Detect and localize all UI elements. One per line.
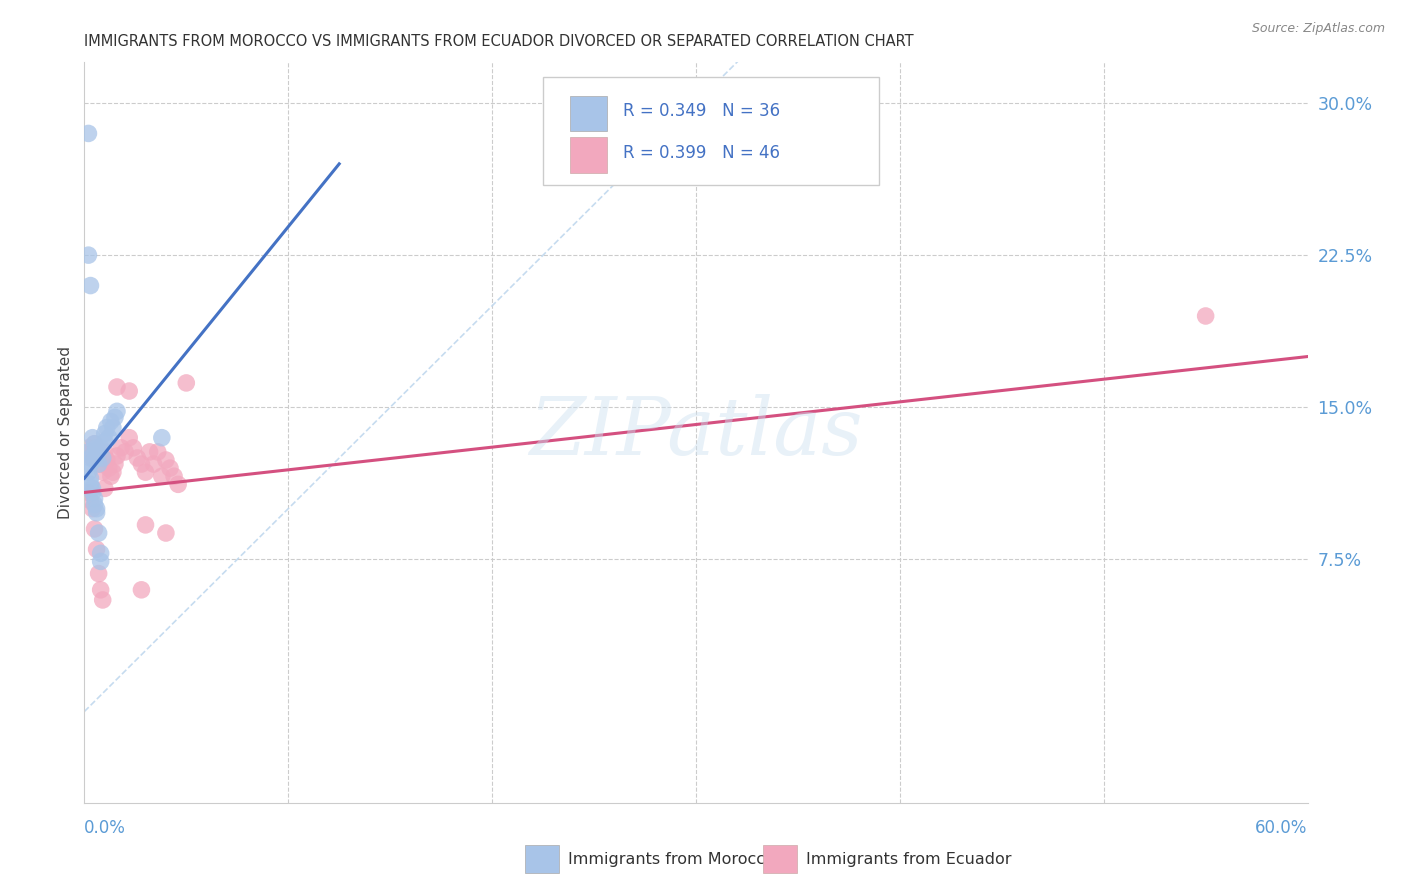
Point [96,420,118,434]
Point [90,546,112,560]
Point [86,501,108,516]
Text: ZIPatlas: ZIPatlas [529,394,863,471]
Point [77,127,100,141]
Point [83,445,105,459]
Point [127,450,149,465]
Point [79,457,101,471]
Point [135,465,157,479]
Point [87,566,110,581]
Point [87,457,110,471]
FancyBboxPatch shape [543,78,880,185]
Point [93,445,115,459]
Y-axis label: Divorced or Separated: Divorced or Separated [58,346,73,519]
Point [82,431,104,445]
Point [77,485,100,500]
Point [135,517,157,532]
Bar [569,95,606,131]
Point [118,431,141,445]
Point [83,498,105,512]
Point [174,376,197,390]
Point [86,441,108,455]
Point [122,441,145,455]
Point [83,437,105,451]
Point [131,582,153,597]
Point [155,526,177,541]
Point [101,465,124,479]
Point [77,445,100,459]
Bar [763,845,797,873]
Point [90,554,112,568]
Point [138,445,160,459]
Point [97,461,120,475]
Point [96,453,118,467]
Point [167,477,190,491]
Point [82,482,104,496]
Point [83,437,105,451]
Text: 60.0%: 60.0% [1256,819,1308,837]
Point [82,485,104,500]
Point [114,445,136,459]
Point [86,542,108,557]
Point [79,450,101,465]
Point [77,248,100,262]
Point [79,445,101,459]
Point [131,457,153,471]
Point [82,450,104,465]
Text: Immigrants from Ecuador: Immigrants from Ecuador [806,852,1011,866]
Point [101,420,124,434]
Point [83,453,105,467]
Point [79,471,101,485]
Text: IMMIGRANTS FROM MOROCCO VS IMMIGRANTS FROM ECUADOR DIVORCED OR SEPARATED CORRELA: IMMIGRANTS FROM MOROCCO VS IMMIGRANTS FR… [84,34,914,49]
Text: Source: ZipAtlas.com: Source: ZipAtlas.com [1251,22,1385,36]
Point [90,457,112,471]
Point [150,431,173,445]
Point [93,482,115,496]
Point [77,465,100,479]
Point [91,593,114,607]
Point [105,449,128,463]
Point [1195,309,1218,323]
Point [100,469,122,483]
Text: R = 0.349   N = 36: R = 0.349 N = 36 [623,102,780,120]
Point [87,526,110,541]
Point [82,501,104,516]
Point [79,493,101,508]
Point [146,445,169,459]
Point [86,449,108,463]
Point [142,457,165,471]
Point [110,441,132,455]
Point [91,465,114,479]
Point [104,457,127,471]
Point [155,453,177,467]
Point [105,404,128,418]
Point [79,278,101,293]
Point [118,384,141,398]
Point [83,522,105,536]
Point [100,414,122,428]
Point [93,426,115,441]
Text: R = 0.399   N = 46: R = 0.399 N = 46 [623,144,779,161]
Point [83,491,105,506]
Point [86,445,108,459]
Text: 0.0%: 0.0% [84,819,127,837]
Point [104,410,127,425]
Bar [524,845,560,873]
Point [159,461,181,475]
Point [87,450,110,465]
Text: Immigrants from Morocco: Immigrants from Morocco [568,852,775,866]
Point [105,380,128,394]
Point [90,441,112,455]
Point [90,582,112,597]
Point [163,469,186,483]
Point [91,450,114,465]
Point [93,434,115,449]
Point [77,441,100,455]
Point [150,469,173,483]
Point [86,506,108,520]
Bar [569,137,606,173]
Point [97,431,120,445]
Point [79,477,101,491]
